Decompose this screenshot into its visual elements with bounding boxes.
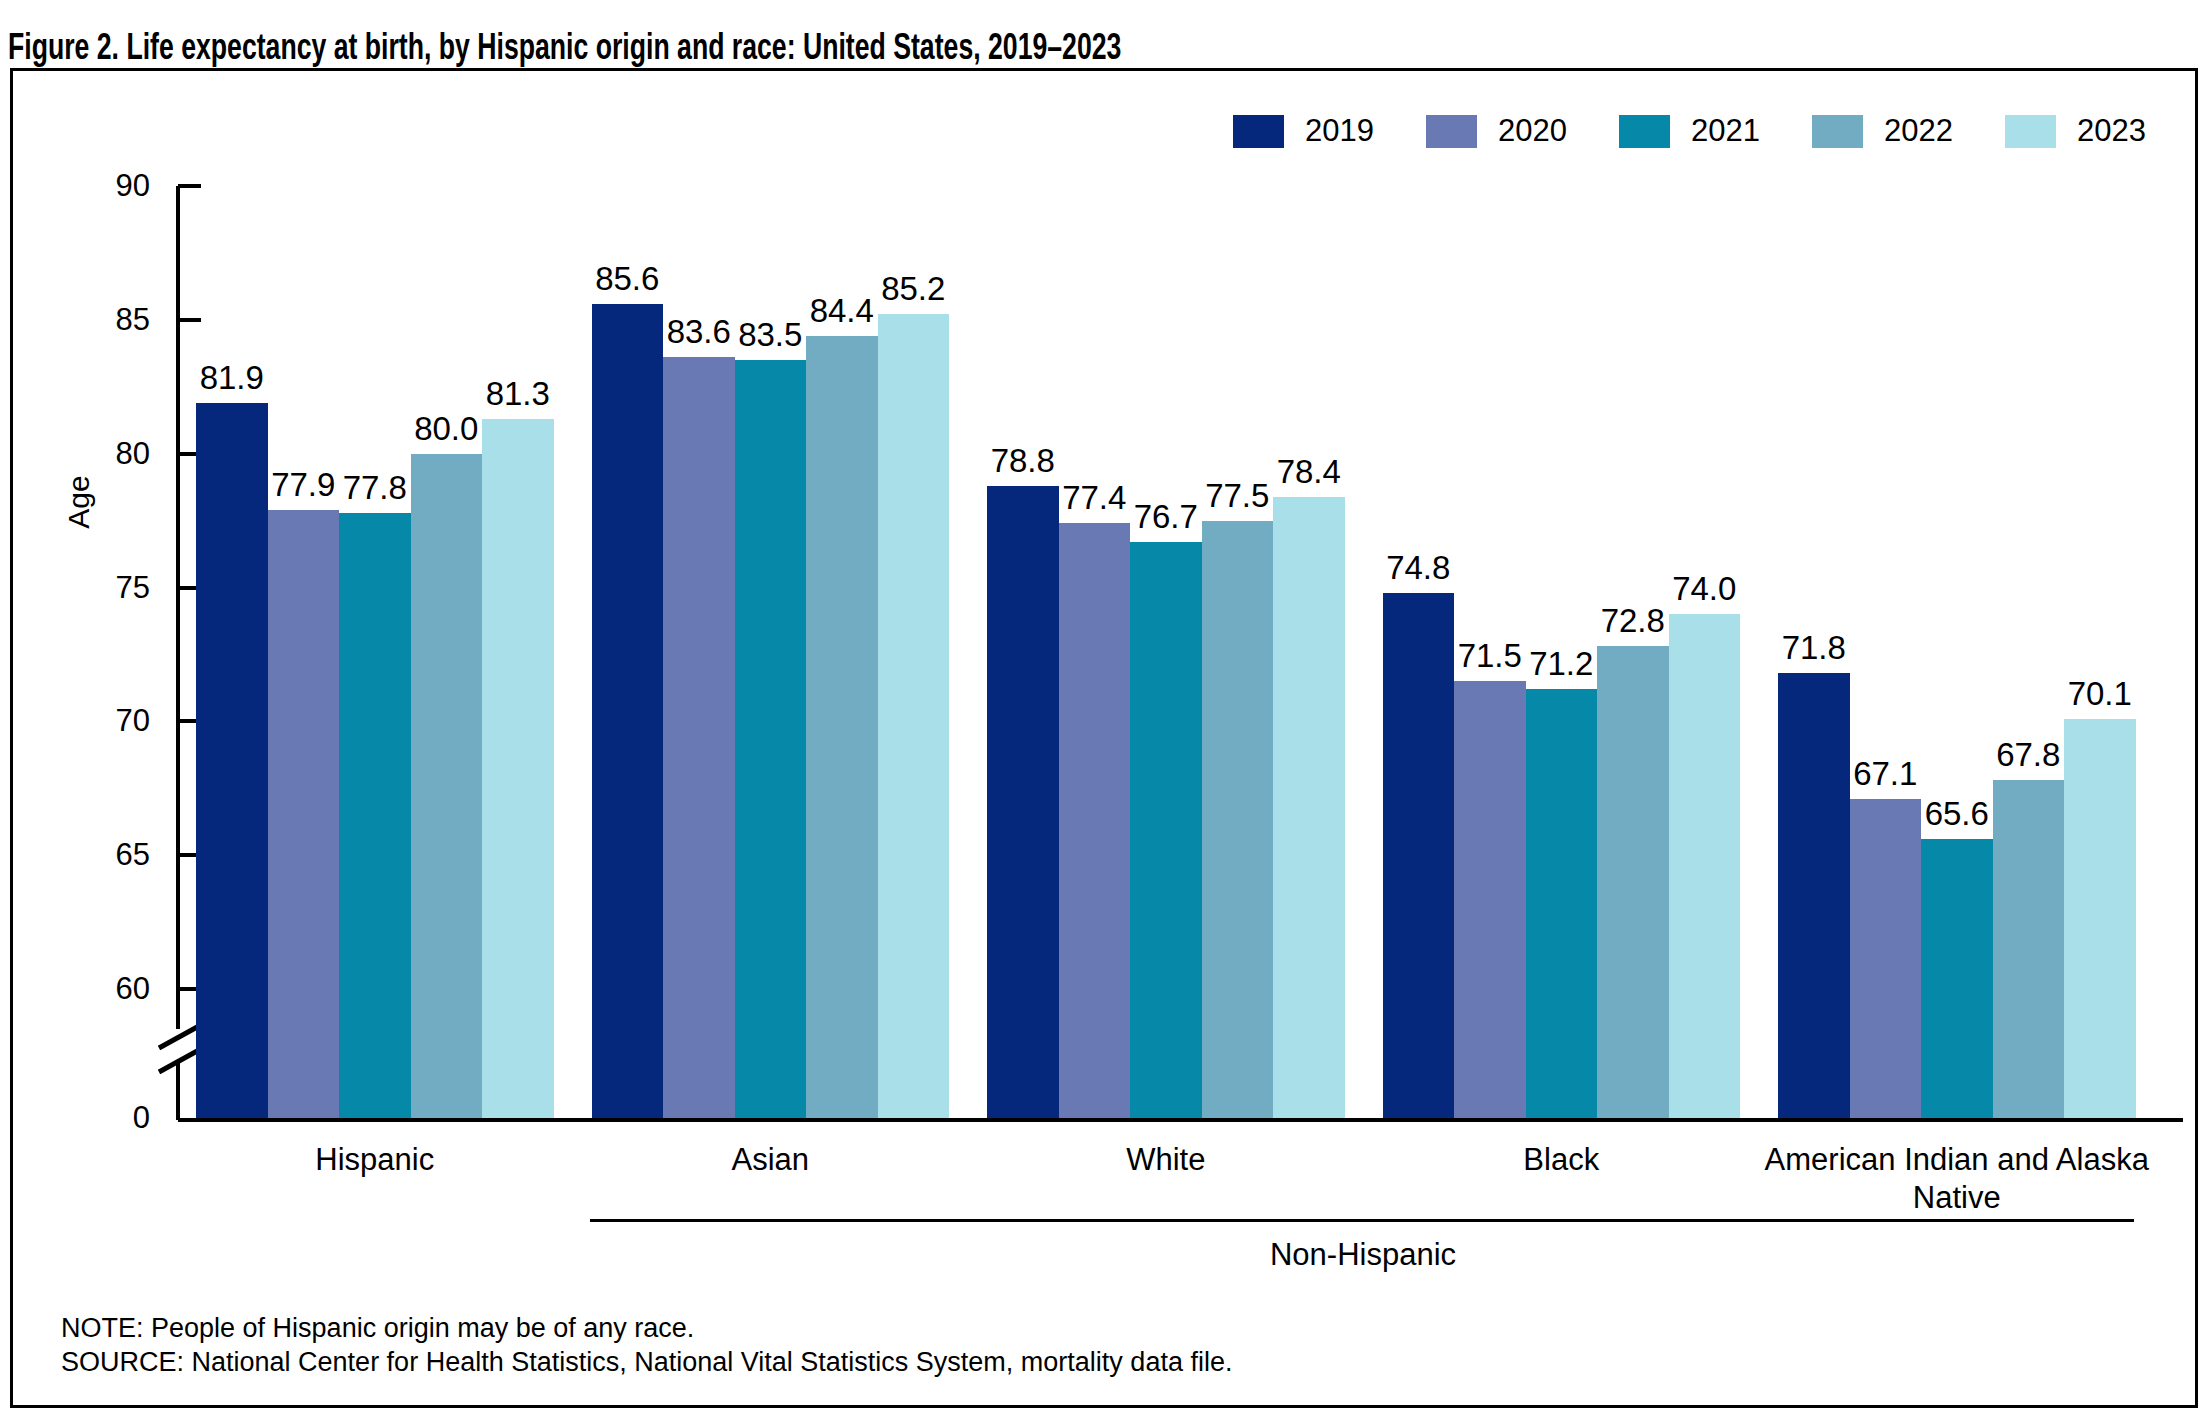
- non-hispanic-bracket-line: [590, 1219, 2134, 1222]
- y-tick-label-zero: 0: [60, 1102, 150, 1133]
- non-hispanic-label: Non-Hispanic: [1163, 1237, 1563, 1273]
- figure-title: Figure 2. Life expectancy at birth, by H…: [8, 26, 1121, 68]
- bar-value-label: 81.9: [162, 359, 302, 397]
- bar-2022-black: [1597, 646, 1669, 1118]
- bar-2020-black: [1454, 681, 1526, 1118]
- bar-2022-white: [1202, 521, 1274, 1118]
- bar-2022-hispanic: [411, 454, 483, 1118]
- legend-swatch-2020: [1426, 115, 1477, 148]
- bar-2023-black: [1669, 614, 1741, 1118]
- bar-value-label: 78.4: [1239, 453, 1379, 491]
- legend-label: 2019: [1305, 113, 1374, 149]
- bar-2023-american-indian-and-alaska-native: [2064, 719, 2136, 1118]
- y-tick-label: 75: [60, 572, 150, 603]
- figure-frame: 2019 2020 2021 2022 2023 90 85 80 75 70 65 60 0 81.9…: [10, 68, 2198, 1408]
- category-label-black: Black: [1362, 1141, 1762, 1179]
- bar-value-label: 85.6: [557, 260, 697, 298]
- bar-2022-asian: [806, 336, 878, 1118]
- bar-2021-asian: [735, 360, 807, 1118]
- legend-swatch-2023: [2005, 115, 2056, 148]
- legend-entry-2023: 2023: [2005, 113, 2198, 149]
- bar-2023-white: [1273, 497, 1345, 1118]
- bar-2020-hispanic: [268, 510, 340, 1118]
- bar-2021-black: [1526, 689, 1598, 1118]
- bar-value-label: 74.8: [1348, 549, 1488, 587]
- bar-value-label: 85.2: [843, 270, 983, 308]
- bar-value-label: 70.1: [2030, 675, 2170, 713]
- category-label-asian: Asian: [571, 1141, 971, 1179]
- bar-value-label: 67.1: [1815, 755, 1955, 793]
- y-tick-label: 65: [60, 839, 150, 870]
- legend-entry-2021: 2021: [1619, 113, 1812, 149]
- bar-2020-american-indian-and-alaska-native: [1850, 799, 1922, 1118]
- category-label-hispanic: Hispanic: [175, 1141, 575, 1179]
- bar-2022-american-indian-and-alaska-native: [1993, 780, 2065, 1118]
- y-tick-label: 90: [60, 170, 150, 201]
- bar-value-label: 74.0: [1634, 570, 1774, 608]
- legend-swatch-2021: [1619, 115, 1670, 148]
- legend-entry-2019: 2019: [1233, 113, 1426, 149]
- bar-value-label: 81.3: [448, 375, 588, 413]
- bar-2020-white: [1059, 523, 1131, 1118]
- y-tick-label: 85: [60, 304, 150, 335]
- bar-2019-hispanic: [196, 403, 268, 1118]
- y-axis-line: [176, 186, 180, 1029]
- y-tick-label: 60: [60, 973, 150, 1004]
- bar-2019-white: [987, 486, 1059, 1118]
- bar-2023-asian: [878, 314, 950, 1118]
- legend-label: 2020: [1498, 113, 1567, 149]
- bar-value-label: 71.8: [1744, 629, 1884, 667]
- y-tick: [178, 318, 201, 322]
- bar-2023-hispanic: [482, 419, 554, 1118]
- legend-label: 2021: [1691, 113, 1760, 149]
- y-tick: [178, 184, 201, 188]
- legend-swatch-2022: [1812, 115, 1863, 148]
- bar-2019-american-indian-and-alaska-native: [1778, 673, 1850, 1118]
- x-axis-line: [178, 1118, 2183, 1122]
- bar-2021-american-indian-and-alaska-native: [1921, 839, 1993, 1118]
- legend-label: 2023: [2077, 113, 2146, 149]
- legend: 2019 2020 2021 2022 2023: [1233, 113, 2198, 149]
- legend-entry-2022: 2022: [1812, 113, 2005, 149]
- y-tick-label: 70: [60, 705, 150, 736]
- legend-entry-2020: 2020: [1426, 113, 1619, 149]
- note-text: NOTE: People of Hispanic origin may be o…: [61, 1311, 694, 1345]
- category-label-american-indian-and-alaska-native: American Indian and Alaska Native: [1757, 1141, 2157, 1217]
- bar-2019-asian: [592, 304, 664, 1118]
- source-text: SOURCE: National Center for Health Stati…: [61, 1345, 1232, 1379]
- category-label-white: White: [966, 1141, 1366, 1179]
- legend-swatch-2019: [1233, 115, 1284, 148]
- bar-2021-white: [1130, 542, 1202, 1118]
- bar-value-label: 78.8: [953, 442, 1093, 480]
- y-axis-title: Age: [62, 472, 96, 532]
- bar-2021-hispanic: [339, 513, 411, 1118]
- legend-label: 2022: [1884, 113, 1953, 149]
- chart-canvas: 2019 2020 2021 2022 2023 90 85 80 75 70 65 60 0 81.9…: [13, 71, 2195, 1405]
- bar-2020-asian: [663, 357, 735, 1118]
- y-tick-label: 80: [60, 438, 150, 469]
